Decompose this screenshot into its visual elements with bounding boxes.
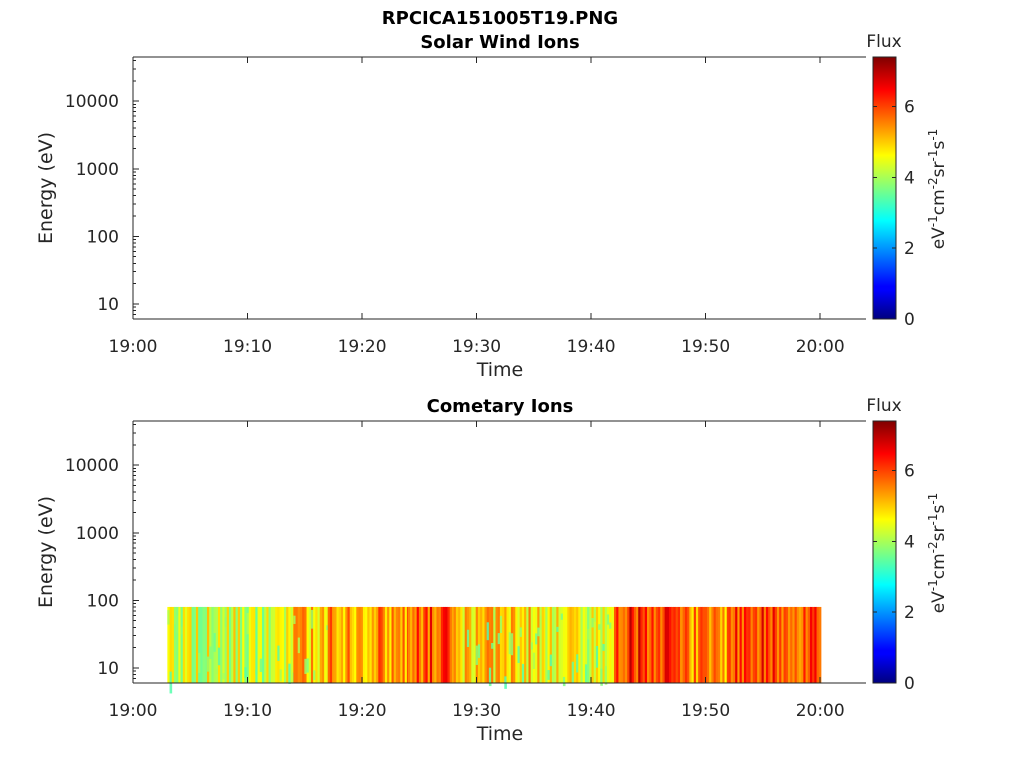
colorbar-gradient	[873, 421, 896, 683]
flux-segment	[407, 606, 455, 683]
colorbar-tick-label: 2	[904, 239, 915, 259]
flux-segment	[728, 606, 822, 683]
colorbar-tick-label: 2	[904, 603, 915, 623]
colorbar-frame	[872, 420, 897, 684]
cometary-colorbar-unit: eV-1cm-2sr-1s-1	[926, 493, 949, 614]
colorbar-frame	[872, 56, 897, 320]
x-tick-label: 19:40	[567, 701, 616, 721]
cometary-colorbar-title: Flux	[866, 396, 901, 416]
x-tick-label: 19:10	[223, 701, 272, 721]
cometary-title: Cometary Ions	[427, 396, 574, 417]
flux-segment	[167, 606, 296, 694]
solar-wind-xlabel: Time	[476, 359, 524, 381]
colorbar-tick-label: 6	[904, 98, 915, 118]
figure-title: RPCICA151005T19.PNG	[382, 8, 618, 29]
colorbar-tick-label: 6	[904, 462, 915, 482]
colorbar-tick-label: 4	[904, 168, 915, 188]
y-tick-label: 10000	[65, 456, 119, 476]
y-tick-label: 1000	[76, 524, 119, 544]
x-tick-label: 19:20	[338, 701, 387, 721]
x-tick-label: 19:00	[109, 701, 158, 721]
x-tick-label: 20:00	[796, 701, 845, 721]
colorbar-tick-label: 0	[904, 674, 915, 694]
y-tick-label: 10	[97, 295, 119, 315]
flux-segment	[327, 606, 410, 683]
x-tick-label: 20:00	[796, 337, 845, 357]
x-tick-label: 19:10	[223, 337, 272, 357]
cometary-axes: 19:00 19:10 19:20 19:30 19:40 19:50 20:00 10 100…	[65, 420, 866, 721]
flux-segment	[545, 606, 617, 687]
colorbar-tick-label: 4	[904, 532, 915, 552]
solar-wind-panel: Solar Wind Ions 19:00 19:10 19:20 19:30 19:4…	[35, 32, 949, 381]
cometary-panel: Cometary Ions 19:00 19:10 19:20 19:30 19:40 1…	[35, 396, 949, 745]
x-tick-label: 19:50	[681, 701, 730, 721]
x-tick-label: 19:50	[681, 337, 730, 357]
flux-segment	[682, 606, 730, 683]
flux-segment	[453, 606, 547, 689]
x-tick-label: 19:20	[338, 337, 387, 357]
cometary-ylabel: Energy (eV)	[35, 496, 57, 608]
flux-segment	[293, 606, 329, 683]
solar-wind-colorbar: 0 2 4 6	[872, 56, 915, 330]
solar-wind-colorbar-unit: eV-1cm-2sr-1s-1	[926, 129, 949, 250]
x-tick-label: 19:30	[452, 701, 501, 721]
flux-segment	[614, 606, 685, 683]
x-tick-label: 19:30	[452, 337, 501, 357]
cometary-colorbar: 0 2 4 6	[872, 420, 915, 694]
colorbar-tick-label: 0	[904, 310, 915, 330]
solar-wind-ylabel: Energy (eV)	[35, 132, 57, 244]
y-tick-label: 10000	[65, 92, 119, 112]
solar-wind-colorbar-title: Flux	[866, 32, 901, 52]
x-tick-label: 19:40	[567, 337, 616, 357]
y-tick-label: 100	[87, 591, 119, 611]
y-tick-label: 1000	[76, 160, 119, 180]
solar-wind-axes: 19:00 19:10 19:20 19:30 19:40 19:50 20:00 10 100…	[65, 56, 866, 357]
x-tick-label: 19:00	[109, 337, 158, 357]
y-tick-label: 100	[87, 227, 119, 247]
solar-wind-title: Solar Wind Ions	[420, 32, 579, 53]
cometary-spectrogram	[167, 606, 822, 694]
y-tick-label: 10	[97, 659, 119, 679]
colorbar-gradient	[873, 57, 896, 319]
cometary-xlabel: Time	[476, 723, 524, 745]
